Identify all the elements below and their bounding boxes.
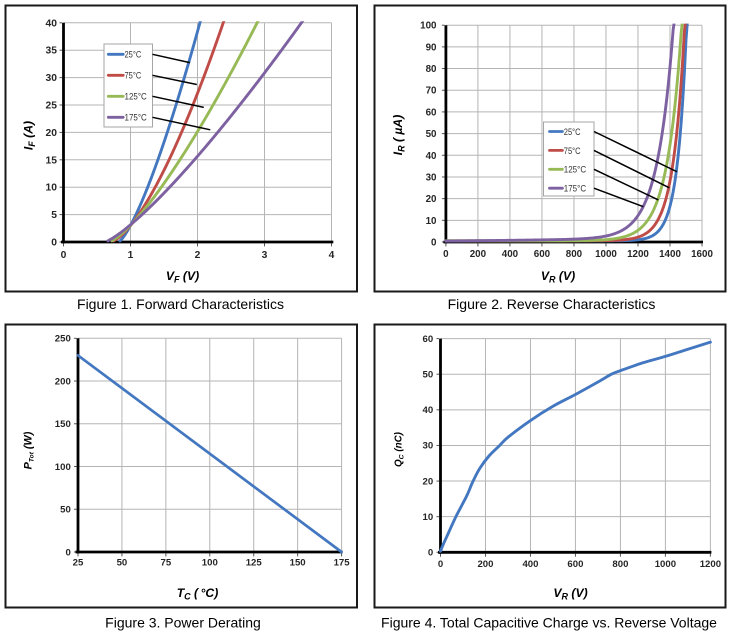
svg-text:125: 125 bbox=[246, 558, 263, 569]
svg-text:25°C: 25°C bbox=[564, 127, 581, 137]
svg-text:1000: 1000 bbox=[655, 559, 676, 570]
svg-text:0: 0 bbox=[431, 238, 437, 249]
svg-text:1600: 1600 bbox=[691, 249, 713, 260]
svg-text:PTot (W): PTot (W) bbox=[23, 431, 36, 469]
svg-text:2: 2 bbox=[195, 250, 201, 261]
svg-text:100: 100 bbox=[55, 462, 71, 473]
svg-text:30: 30 bbox=[46, 73, 58, 84]
svg-text:VF (V): VF (V) bbox=[166, 269, 199, 284]
svg-text:VR (V): VR (V) bbox=[553, 586, 587, 601]
svg-text:10: 10 bbox=[46, 183, 58, 194]
svg-text:0: 0 bbox=[65, 547, 70, 558]
svg-text:50: 50 bbox=[423, 370, 434, 381]
svg-text:60: 60 bbox=[423, 334, 434, 345]
svg-text:70: 70 bbox=[426, 86, 437, 97]
svg-text:80: 80 bbox=[426, 64, 437, 75]
svg-text:1400: 1400 bbox=[659, 249, 681, 260]
svg-text:75: 75 bbox=[161, 558, 172, 569]
svg-text:600: 600 bbox=[567, 559, 583, 570]
svg-text:1000: 1000 bbox=[595, 249, 617, 260]
svg-text:150: 150 bbox=[290, 558, 306, 569]
svg-text:10: 10 bbox=[426, 216, 437, 227]
svg-text:3: 3 bbox=[262, 250, 268, 261]
svg-text:60: 60 bbox=[426, 107, 437, 118]
svg-text:0: 0 bbox=[443, 249, 449, 260]
svg-text:IF (A): IF (A) bbox=[22, 121, 37, 150]
svg-text:0: 0 bbox=[51, 238, 57, 249]
svg-text:30: 30 bbox=[426, 172, 437, 183]
svg-text:40: 40 bbox=[46, 18, 58, 29]
svg-text:5: 5 bbox=[51, 210, 57, 221]
svg-text:Figure 4. Total Capacitive Cha: Figure 4. Total Capacitive Charge vs. Re… bbox=[381, 615, 717, 631]
svg-text:400: 400 bbox=[522, 559, 538, 570]
svg-text:50: 50 bbox=[60, 505, 71, 516]
svg-text:25: 25 bbox=[46, 101, 58, 112]
svg-text:50: 50 bbox=[117, 558, 128, 569]
svg-text:Figure 3. Power Derating: Figure 3. Power Derating bbox=[105, 615, 261, 631]
svg-text:175°C: 175°C bbox=[125, 113, 148, 123]
svg-text:400: 400 bbox=[502, 249, 519, 260]
svg-text:0: 0 bbox=[61, 250, 67, 261]
svg-text:4: 4 bbox=[329, 250, 335, 261]
svg-text:Figure 2. Reverse Characterist: Figure 2. Reverse Characteristics bbox=[448, 296, 656, 312]
svg-text:200: 200 bbox=[55, 376, 71, 387]
svg-text:20: 20 bbox=[426, 194, 437, 205]
svg-text:200: 200 bbox=[477, 559, 493, 570]
svg-text:IR ( µA): IR ( µA) bbox=[391, 115, 406, 156]
svg-text:25: 25 bbox=[73, 558, 84, 569]
svg-text:35: 35 bbox=[46, 46, 58, 57]
svg-text:175: 175 bbox=[334, 558, 351, 569]
svg-text:800: 800 bbox=[612, 559, 628, 570]
svg-text:600: 600 bbox=[534, 249, 551, 260]
svg-text:40: 40 bbox=[423, 405, 434, 416]
svg-text:100: 100 bbox=[202, 558, 218, 569]
svg-text:Figure 1. Forward Characterist: Figure 1. Forward Characteristics bbox=[77, 296, 284, 312]
svg-text:100: 100 bbox=[420, 21, 437, 32]
svg-text:20: 20 bbox=[423, 476, 434, 487]
svg-text:40: 40 bbox=[426, 151, 437, 162]
svg-text:15: 15 bbox=[46, 155, 58, 166]
svg-text:50: 50 bbox=[426, 129, 437, 140]
svg-text:125°C: 125°C bbox=[125, 92, 148, 102]
svg-text:1200: 1200 bbox=[627, 249, 649, 260]
svg-text:1: 1 bbox=[128, 250, 134, 261]
svg-text:800: 800 bbox=[566, 249, 583, 260]
svg-text:20: 20 bbox=[46, 128, 58, 139]
svg-text:0: 0 bbox=[438, 559, 443, 570]
svg-text:VR (V): VR (V) bbox=[541, 269, 575, 284]
svg-text:30: 30 bbox=[423, 441, 434, 452]
svg-text:0: 0 bbox=[428, 548, 433, 559]
svg-text:90: 90 bbox=[426, 42, 437, 53]
svg-text:125°C: 125°C bbox=[564, 165, 587, 175]
svg-text:75°C: 75°C bbox=[125, 71, 142, 81]
svg-text:QC (nC): QC (nC) bbox=[394, 432, 406, 467]
svg-text:10: 10 bbox=[423, 512, 434, 523]
svg-text:250: 250 bbox=[55, 334, 71, 345]
svg-text:25°C: 25°C bbox=[125, 50, 142, 60]
svg-text:TC ( °C): TC ( °C) bbox=[177, 586, 219, 601]
svg-text:175°C: 175°C bbox=[564, 184, 587, 194]
svg-text:1200: 1200 bbox=[700, 559, 721, 570]
svg-text:150: 150 bbox=[55, 419, 71, 430]
svg-text:75°C: 75°C bbox=[564, 146, 581, 156]
svg-text:200: 200 bbox=[470, 249, 487, 260]
